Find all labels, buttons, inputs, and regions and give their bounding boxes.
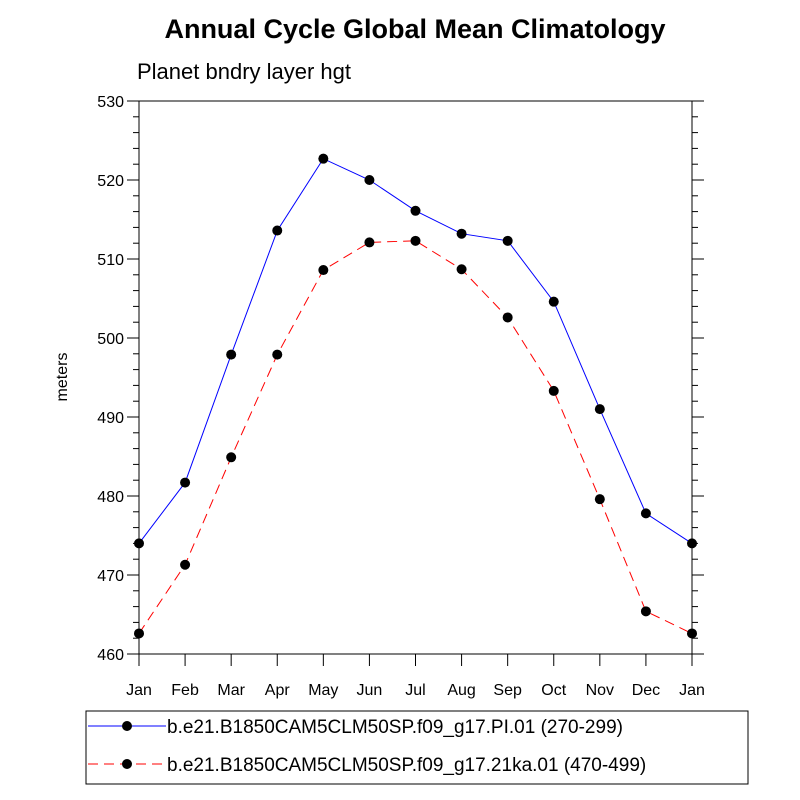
legend: b.e21.B1850CAM5CLM50SP.f09_g17.PI.01 (27… bbox=[85, 710, 749, 785]
x-tick-label: Aug bbox=[447, 682, 475, 699]
data-point-series-1 bbox=[272, 225, 283, 236]
data-point-series-1 bbox=[456, 228, 467, 239]
data-point-series-2 bbox=[318, 265, 329, 276]
data-point-series-2 bbox=[456, 264, 467, 275]
data-point-series-1 bbox=[548, 296, 559, 307]
legend-label-2: b.e21.B1850CAM5CLM50SP.f09_g17.21ka.01 (… bbox=[167, 755, 646, 776]
y-tick-label: 470 bbox=[97, 568, 124, 585]
chart-subtitle: Planet bndry layer hgt bbox=[137, 59, 351, 84]
data-point-series-1 bbox=[410, 205, 421, 216]
x-tick-label: Sep bbox=[493, 682, 522, 699]
legend-marker-1 bbox=[122, 721, 132, 731]
axis-ticks: 460 470 480 490 500 510 520 530 Jan Feb Mar Apr May J… bbox=[97, 94, 705, 699]
x-tick-label: Jan bbox=[679, 682, 705, 699]
data-point-series-1 bbox=[687, 538, 697, 549]
x-tick-label: Feb bbox=[171, 682, 199, 699]
series-layer bbox=[134, 153, 697, 639]
y-tick-label: 490 bbox=[97, 410, 124, 427]
x-tick-label: Mar bbox=[217, 682, 245, 699]
x-tick-label: Nov bbox=[586, 682, 614, 699]
data-point-series-1 bbox=[318, 153, 329, 164]
data-point-series-2 bbox=[272, 349, 283, 360]
data-point-series-1 bbox=[502, 235, 513, 246]
data-point-series-1 bbox=[640, 508, 651, 519]
legend-marker-2 bbox=[122, 759, 132, 769]
data-point-series-2 bbox=[364, 237, 375, 248]
x-tick-label: May bbox=[308, 682, 338, 699]
data-point-series-1 bbox=[594, 404, 605, 415]
y-tick-label: 500 bbox=[97, 331, 124, 348]
data-point-series-1 bbox=[180, 477, 191, 488]
x-tick-label: Dec bbox=[632, 682, 660, 699]
data-point-series-2 bbox=[640, 606, 651, 617]
data-point-series-2 bbox=[410, 235, 421, 246]
y-tick-label: 520 bbox=[97, 173, 124, 190]
y-tick-label: 460 bbox=[97, 647, 124, 664]
x-tick-label: Apr bbox=[265, 682, 291, 699]
data-point-series-1 bbox=[364, 175, 375, 185]
x-tick-label: Jan bbox=[126, 682, 152, 699]
y-tick-label: 510 bbox=[97, 252, 124, 269]
data-point-series-2 bbox=[180, 559, 191, 570]
data-point-series-1 bbox=[134, 538, 144, 549]
legend-box bbox=[85, 710, 749, 785]
series-line-2 bbox=[138, 240, 693, 634]
data-point-series-2 bbox=[687, 628, 697, 639]
y-tick-label: 530 bbox=[97, 94, 124, 111]
series-line-1 bbox=[138, 158, 693, 544]
x-tick-label: Oct bbox=[541, 682, 566, 699]
x-tick-label: Jun bbox=[357, 682, 383, 699]
data-point-series-2 bbox=[548, 385, 559, 396]
data-point-series-2 bbox=[226, 452, 237, 463]
data-point-series-2 bbox=[502, 312, 513, 323]
data-point-series-2 bbox=[594, 494, 605, 505]
y-axis-label: meters bbox=[54, 353, 71, 402]
chart-title: Annual Cycle Global Mean Climatology bbox=[164, 14, 665, 44]
legend-label-1: b.e21.B1850CAM5CLM50SP.f09_g17.PI.01 (27… bbox=[167, 717, 623, 738]
plot-frame bbox=[138, 100, 693, 655]
data-point-series-1 bbox=[226, 349, 237, 360]
x-tick-label: Jul bbox=[405, 682, 425, 699]
y-tick-label: 480 bbox=[97, 489, 124, 506]
data-point-series-2 bbox=[134, 628, 144, 639]
